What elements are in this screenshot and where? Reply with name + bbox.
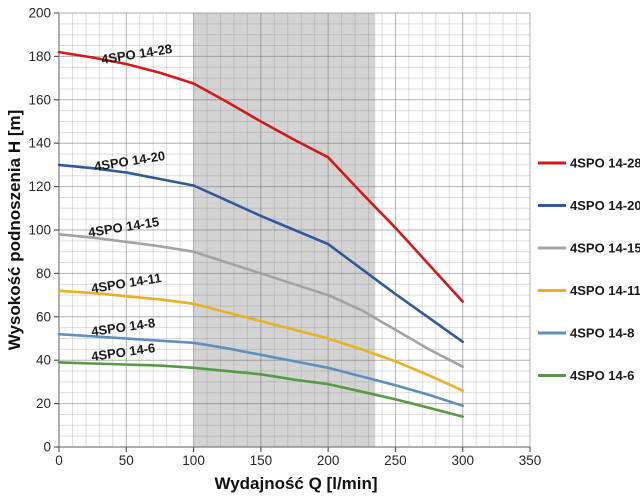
y-tick-label: 100 [28,223,51,238]
curve-4spo-14-15 [57,233,465,369]
curve-label-4spo-14-8: 4SPO 14-8 [90,315,156,339]
x-tick-label: 200 [317,453,340,468]
legend-label: 4SPO 14-20 [570,198,640,213]
x-tick-label: 300 [451,453,474,468]
x-tick-label: 0 [55,453,63,468]
y-tick-label: 80 [36,266,51,281]
legend-item-4spo-14-15: 4SPO 14-15 [538,241,640,256]
y-tick-label: 20 [36,396,51,411]
y-tick-label: 40 [36,353,51,368]
legend-item-4spo-14-8: 4SPO 14-8 [538,326,634,341]
curve-4spo-14-20 [57,163,465,344]
x-tick-label: 50 [119,453,134,468]
x-tick-label: 350 [519,453,542,468]
y-axis-title: Wysokość podnoszenia H [m] [5,110,24,351]
curve-4spo-14-11 [57,289,465,392]
y-tick-label: 0 [43,440,51,455]
curve-label-4spo-14-28: 4SPO 14-28 [100,41,173,67]
legend-label: 4SPO 14-6 [570,368,634,383]
tick-labels: 0 50 100 150 200 250 300 350 0 20 40 60 80 100 120 140 1… [28,6,541,469]
legend-item-4spo-14-6: 4SPO 14-6 [538,368,634,383]
y-tick-label: 180 [28,49,51,64]
legend-item-4spo-14-20: 4SPO 14-20 [538,198,640,213]
curve-4spo-14-8 [57,332,465,408]
y-tick-label: 200 [28,6,51,21]
x-tick-label: 150 [250,453,273,468]
x-tick-label: 100 [182,453,205,468]
curve-4spo-14-6 [57,361,465,418]
curve-label-4spo-14-20: 4SPO 14-20 [93,148,166,174]
curve-4spo-14-28 [57,50,465,303]
axes [54,12,531,452]
x-axis-title: Wydajność Q [l/min] [214,474,377,493]
curve-label-4spo-14-15: 4SPO 14-15 [87,214,160,240]
legend-item-4spo-14-28: 4SPO 14-28 [538,156,640,171]
legend-label: 4SPO 14-8 [570,326,634,341]
y-tick-label: 160 [28,92,51,107]
legend-item-4spo-14-11: 4SPO 14-11 [538,283,640,298]
curves [57,50,465,418]
y-tick-label: 120 [28,179,51,194]
legend-label: 4SPO 14-15 [570,241,640,256]
y-tick-label: 140 [28,136,51,151]
legend-label: 4SPO 14-11 [570,283,640,298]
y-tick-label: 60 [36,309,51,324]
legend-label: 4SPO 14-28 [570,156,640,171]
legend: 4SPO 14-28 4SPO 14-20 4SPO 14-15 4SPO 14-11… [538,156,640,383]
x-tick-label: 250 [384,453,407,468]
